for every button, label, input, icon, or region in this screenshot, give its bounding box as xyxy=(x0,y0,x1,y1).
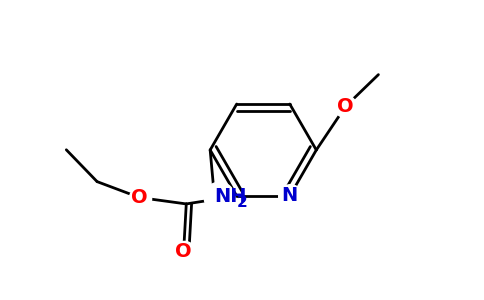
Text: O: O xyxy=(175,242,192,261)
Text: N: N xyxy=(282,187,298,206)
Text: O: O xyxy=(131,188,148,207)
Text: NH: NH xyxy=(214,187,247,206)
Text: 2: 2 xyxy=(237,194,247,209)
Text: O: O xyxy=(337,97,354,116)
